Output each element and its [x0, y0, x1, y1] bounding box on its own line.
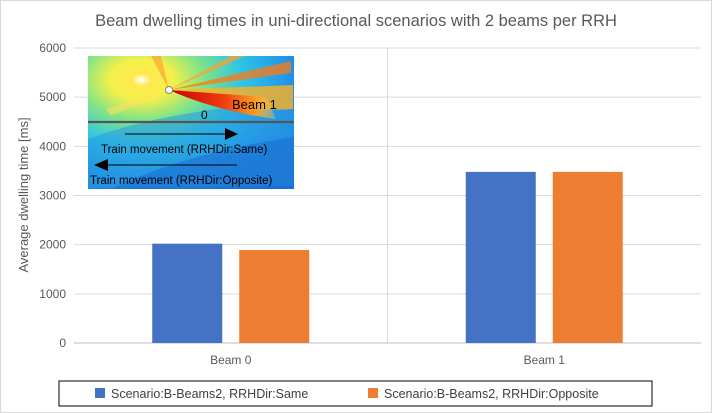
legend-label-opposite: Scenario:B-Beams2, RRHDir:Opposite: [384, 387, 599, 401]
x-axis-ticks: Beam 0 Beam 1: [210, 353, 565, 367]
y-axis-label: Average dwelling time [ms]: [16, 117, 31, 272]
rrh-position-marker: [165, 86, 173, 94]
opposite-direction-label: Train movement (RRHDir:Opposite): [90, 175, 273, 187]
same-direction-arrow-head: [225, 128, 238, 140]
legend-box: [58, 380, 653, 407]
y-tick-label: 2000: [39, 238, 66, 252]
y-tick-label: 3000: [39, 189, 66, 203]
bar-1-1: [552, 171, 623, 343]
chart-title: Beam dwelling times in uni-directional s…: [95, 12, 617, 30]
y-tick-label: 1000: [39, 287, 66, 301]
beam-upper-lobe: [169, 61, 291, 90]
opposite-direction-arrow-head: [94, 159, 108, 171]
beam-left-ray: [106, 90, 169, 116]
legend: Scenario:B-Beams2, RRHDir:Same Scenario:…: [58, 380, 653, 407]
y-tick-label: 0: [59, 336, 66, 350]
x-tick-label: Beam 1: [524, 353, 566, 367]
beam-pattern-inset: 0 Beam 1 Train movement (RRHDir:Same) Tr…: [88, 56, 294, 189]
beam-0-label: 0: [201, 108, 208, 122]
legend-swatch-same: [95, 388, 105, 398]
beam-vertical-ray: [151, 56, 169, 90]
y-tick-label: 4000: [39, 139, 66, 153]
y-axis-ticks: 0 1000 2000 3000 4000 5000 6000: [39, 41, 66, 350]
beam-1-label: Beam 1: [232, 97, 277, 112]
bars: [152, 171, 623, 343]
legend-swatch-opposite: [368, 388, 378, 398]
bar-1-0: [465, 171, 536, 343]
beam-main-lobe: [169, 90, 276, 119]
x-tick-label: Beam 0: [210, 353, 252, 367]
bar-0-0: [152, 243, 223, 343]
bar-0-1: [239, 250, 310, 343]
y-tick-label: 6000: [39, 41, 66, 55]
same-direction-label: Train movement (RRHDir:Same): [101, 144, 268, 156]
beam-upper-ray: [169, 56, 245, 90]
y-tick-label: 5000: [39, 90, 66, 104]
legend-label-same: Scenario:B-Beams2, RRHDir:Same: [111, 387, 308, 401]
heatmap-bottom-band: [111, 137, 294, 189]
